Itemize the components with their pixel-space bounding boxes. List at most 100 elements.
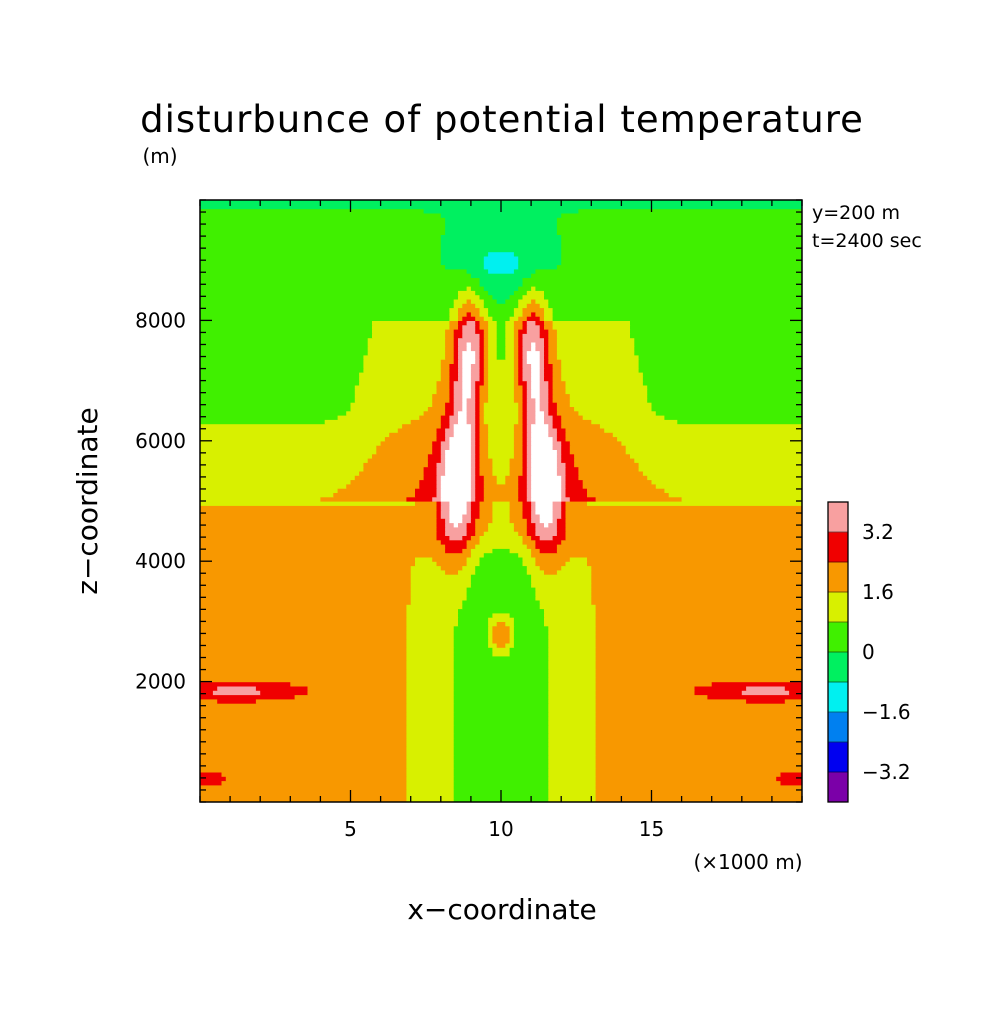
- contour-cell: [445, 518, 450, 524]
- contour-cell: [475, 569, 528, 575]
- contour-cell: [544, 359, 549, 364]
- contour-cell: [200, 303, 455, 309]
- contour-cell: [462, 406, 468, 412]
- contour-cell: [548, 685, 597, 691]
- contour-cell: [479, 341, 485, 347]
- contour-cell: [595, 651, 802, 657]
- contour-cell: [664, 488, 802, 493]
- contour-cell: [556, 230, 802, 235]
- contour-cell: [479, 277, 524, 283]
- contour-cell: [496, 337, 506, 343]
- contour-cell: [565, 561, 588, 567]
- contour-cell: [423, 470, 438, 476]
- contour-cell: [436, 427, 446, 433]
- contour-cell: [462, 329, 476, 334]
- contour-cell: [440, 539, 468, 545]
- contour-cell: [522, 466, 528, 472]
- contour-cell: [458, 621, 489, 627]
- contour-cell: [535, 591, 592, 597]
- contour-cell: [445, 544, 468, 549]
- contour-cell: [565, 483, 584, 489]
- contour-cell: [488, 268, 515, 274]
- contour-cell: [531, 518, 541, 524]
- contour-cell: [548, 789, 597, 794]
- contour-cell: [367, 458, 429, 463]
- contour-cell: [479, 410, 485, 416]
- contour-cell: [711, 681, 802, 687]
- contour-cell: [531, 574, 592, 579]
- contour-cell: [483, 376, 489, 382]
- contour-cell: [200, 505, 438, 511]
- contour-cell: [552, 311, 802, 317]
- contour-cell: [453, 410, 459, 416]
- contour-cell: [436, 475, 442, 481]
- contour-cell: [470, 363, 481, 369]
- contour-cell: [410, 599, 463, 605]
- contour-cell: [475, 427, 481, 433]
- contour-cell: [595, 604, 802, 610]
- contour-cell: [432, 449, 442, 455]
- contour-cell: [470, 582, 532, 588]
- contour-cell: [384, 436, 438, 442]
- contour-cell: [462, 363, 472, 369]
- contour-cell: [531, 393, 541, 399]
- contour-cell: [513, 453, 524, 459]
- contour-cell: [569, 556, 588, 562]
- contour-cell: [449, 367, 459, 373]
- contour-cell: [518, 367, 524, 373]
- contour-cell: [483, 329, 489, 334]
- contour-cell: [483, 255, 519, 261]
- contour-cell: [406, 737, 455, 743]
- contour-cell: [526, 324, 541, 330]
- contour-cell: [569, 393, 648, 399]
- contour-cell: [354, 389, 438, 395]
- contour-cell: [436, 522, 446, 528]
- contour-cell: [591, 565, 802, 571]
- contour-cell: [200, 651, 407, 657]
- contour-cell: [200, 776, 227, 782]
- contour-cell: [200, 449, 377, 455]
- contour-cell: [466, 556, 481, 562]
- contour-cell: [544, 290, 802, 296]
- contour-cell: [406, 690, 455, 696]
- contour-cell: [406, 673, 455, 678]
- contour-cell: [595, 780, 782, 786]
- contour-cell: [556, 337, 635, 343]
- contour-cell: [591, 419, 678, 425]
- contour-cell: [445, 470, 472, 476]
- contour-cell: [535, 501, 554, 506]
- contour-cell: [436, 492, 442, 498]
- contour-cell: [427, 458, 442, 463]
- contour-cell: [531, 372, 541, 377]
- contour-cell: [522, 389, 528, 395]
- contour-cell: [569, 402, 653, 407]
- contour-cell: [453, 685, 549, 691]
- contour-cell: [372, 333, 446, 339]
- contour-cell: [479, 320, 489, 326]
- contour-cell: [453, 329, 463, 334]
- contour-cell: [200, 526, 438, 532]
- contour-cell: [539, 359, 545, 364]
- contour-cell: [376, 449, 433, 455]
- contour-cell: [548, 784, 597, 790]
- contour-cell: [548, 733, 597, 739]
- contour-cell: [496, 475, 506, 481]
- contour-cell: [436, 479, 442, 485]
- contour-cell: [526, 462, 532, 468]
- contour-cell: [363, 462, 429, 468]
- contour-cell: [518, 479, 528, 485]
- contour-cell: [535, 286, 802, 291]
- contour-cell: [552, 363, 562, 369]
- contour-cell: [488, 389, 515, 395]
- contour-cell: [453, 393, 463, 399]
- contour-cell: [548, 750, 597, 756]
- contour-cell: [535, 539, 562, 545]
- contour-cell: [432, 402, 446, 407]
- contour-cell: [479, 427, 489, 433]
- contour-cell: [548, 393, 554, 399]
- contour-cell: [470, 393, 476, 399]
- contour-cell: [544, 337, 549, 343]
- contour-cell: [548, 380, 554, 386]
- contour-cell: [458, 608, 545, 614]
- contour-cell: [544, 419, 554, 425]
